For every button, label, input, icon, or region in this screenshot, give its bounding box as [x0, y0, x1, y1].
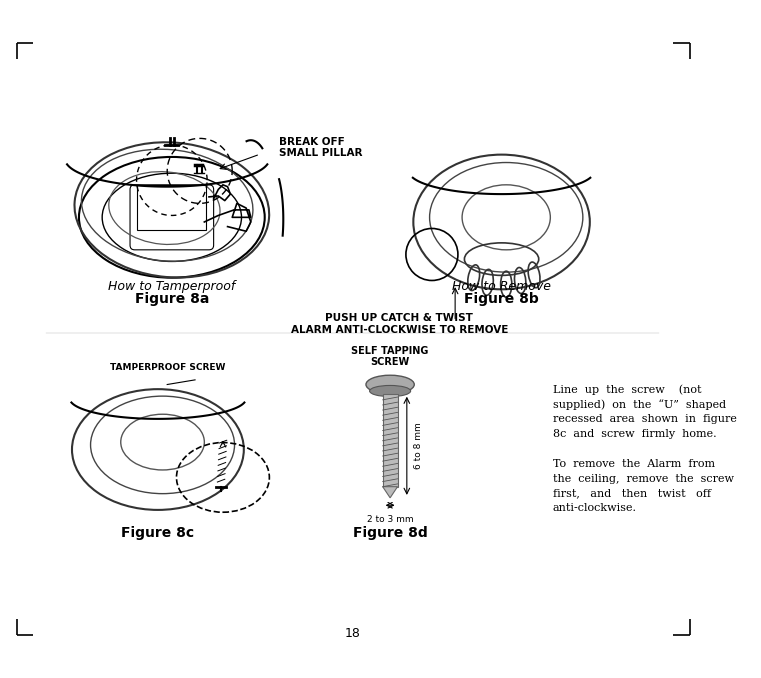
Text: first,   and   then   twist   off: first, and then twist off — [552, 489, 711, 498]
Polygon shape — [383, 487, 397, 498]
Text: To  remove  the  Alarm  from: To remove the Alarm from — [552, 459, 715, 468]
Text: Figure 8b: Figure 8b — [464, 292, 539, 306]
Text: recessed  area  shown  in  figure: recessed area shown in figure — [552, 414, 737, 424]
Text: Line  up  the  screw    (not: Line up the screw (not — [552, 384, 701, 395]
Text: Figure 8a: Figure 8a — [135, 292, 209, 306]
Text: anti-clockwise.: anti-clockwise. — [552, 503, 637, 513]
Text: Figure 8d: Figure 8d — [353, 526, 428, 540]
Text: 6 to 8 mm: 6 to 8 mm — [414, 422, 423, 469]
Text: 2 to 3 mm: 2 to 3 mm — [367, 515, 413, 523]
Text: TAMPERPROOF SCREW: TAMPERPROOF SCREW — [110, 363, 225, 372]
FancyBboxPatch shape — [383, 394, 397, 487]
Text: PUSH UP CATCH & TWIST
ALARM ANTI-CLOCKWISE TO REMOVE: PUSH UP CATCH & TWIST ALARM ANTI-CLOCKWI… — [291, 313, 508, 335]
Ellipse shape — [370, 385, 411, 397]
Text: How to Remove: How to Remove — [452, 281, 551, 294]
Text: How to Tamperproof: How to Tamperproof — [108, 281, 235, 294]
Text: 8c  and  screw  firmly  home.: 8c and screw firmly home. — [552, 429, 716, 439]
Text: BREAK OFF
SMALL PILLAR: BREAK OFF SMALL PILLAR — [279, 137, 362, 159]
Text: Figure 8c: Figure 8c — [121, 526, 195, 540]
Text: SELF TAPPING
SCREW: SELF TAPPING SCREW — [352, 346, 428, 367]
Text: supplied)  on  the  “U”  shaped: supplied) on the “U” shaped — [552, 399, 726, 410]
Text: the  ceiling,  remove  the  screw: the ceiling, remove the screw — [552, 474, 734, 483]
Text: 18: 18 — [345, 627, 361, 640]
Ellipse shape — [366, 375, 414, 394]
